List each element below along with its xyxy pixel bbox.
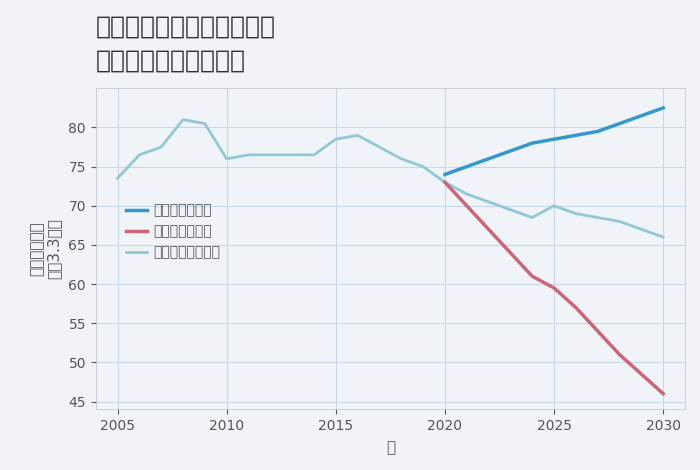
ノーマルシナリオ (637, 227, 645, 232)
バッドシナリオ (572, 305, 580, 310)
ノーマルシナリオ (528, 215, 536, 220)
ノーマルシナリオ (113, 176, 122, 181)
ノーマルシナリオ (463, 191, 471, 197)
Line: ノーマルシナリオ: ノーマルシナリオ (118, 120, 663, 237)
ノーマルシナリオ (615, 219, 624, 224)
バッドシナリオ (615, 352, 624, 357)
Line: バッドシナリオ: バッドシナリオ (445, 182, 663, 394)
バッドシナリオ (441, 180, 449, 185)
ノーマルシナリオ (354, 133, 362, 138)
X-axis label: 年: 年 (386, 440, 395, 455)
Text: 兵庫県姫路市大塩町汐咲の
中古戸建ての価格推移: 兵庫県姫路市大塩町汐咲の 中古戸建ての価格推移 (96, 15, 276, 72)
バッドシナリオ (659, 391, 667, 397)
バッドシナリオ (550, 285, 558, 291)
Y-axis label: 単価（万円）
坪（3.3㎡）: 単価（万円） 坪（3.3㎡） (29, 219, 62, 279)
ノーマルシナリオ (441, 180, 449, 185)
グッドシナリオ (637, 113, 645, 118)
バッドシナリオ (463, 203, 471, 209)
グッドシナリオ (550, 136, 558, 142)
グッドシナリオ (528, 141, 536, 146)
ノーマルシナリオ (572, 211, 580, 216)
ノーマルシナリオ (594, 215, 602, 220)
ノーマルシナリオ (397, 156, 405, 162)
グッドシナリオ (506, 148, 514, 154)
ノーマルシナリオ (244, 152, 253, 158)
ノーマルシナリオ (484, 199, 493, 204)
ノーマルシナリオ (201, 121, 209, 126)
グッドシナリオ (659, 105, 667, 111)
Legend: グッドシナリオ, バッドシナリオ, ノーマルシナリオ: グッドシナリオ, バッドシナリオ, ノーマルシナリオ (120, 198, 226, 265)
ノーマルシナリオ (288, 152, 296, 158)
グッドシナリオ (572, 133, 580, 138)
グッドシナリオ (615, 121, 624, 126)
グッドシナリオ (484, 156, 493, 162)
バッドシナリオ (484, 227, 493, 232)
ノーマルシナリオ (135, 152, 143, 158)
ノーマルシナリオ (223, 156, 231, 162)
バッドシナリオ (506, 250, 514, 256)
バッドシナリオ (594, 328, 602, 334)
ノーマルシナリオ (550, 203, 558, 209)
バッドシナリオ (528, 274, 536, 279)
バッドシナリオ (637, 371, 645, 377)
ノーマルシナリオ (178, 117, 187, 123)
ノーマルシナリオ (266, 152, 274, 158)
ノーマルシナリオ (157, 144, 165, 150)
ノーマルシナリオ (310, 152, 319, 158)
Line: グッドシナリオ: グッドシナリオ (445, 108, 663, 174)
ノーマルシナリオ (659, 234, 667, 240)
ノーマルシナリオ (419, 164, 427, 170)
ノーマルシナリオ (332, 136, 340, 142)
グッドシナリオ (463, 164, 471, 170)
グッドシナリオ (441, 172, 449, 177)
グッドシナリオ (594, 129, 602, 134)
ノーマルシナリオ (506, 207, 514, 212)
ノーマルシナリオ (375, 144, 384, 150)
